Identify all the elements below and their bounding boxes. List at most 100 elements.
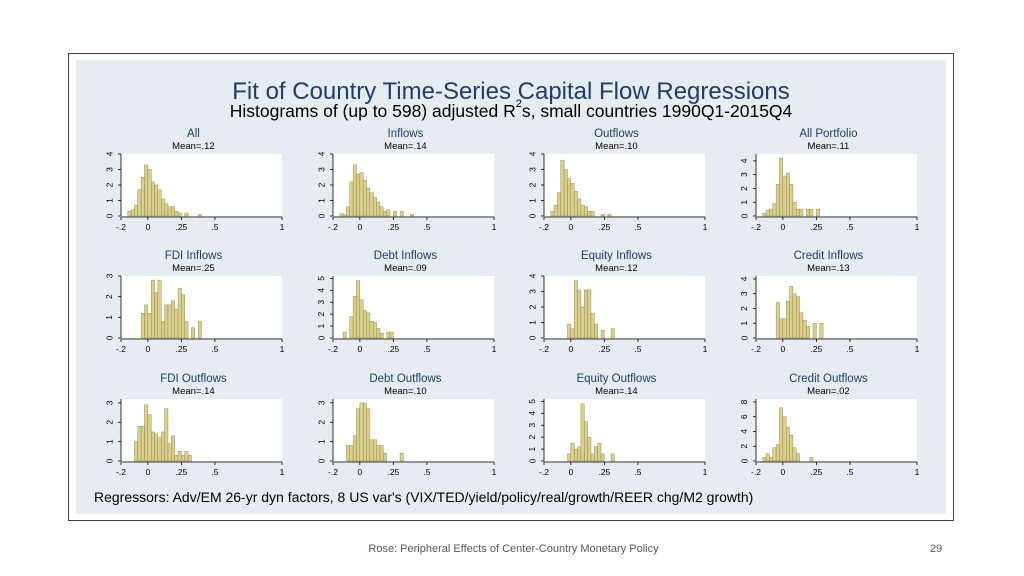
x-tick-label: -.2 <box>751 222 761 232</box>
histogram-bar <box>164 203 169 217</box>
x-tick-label: 1 <box>280 344 285 354</box>
histogram-bar <box>812 323 817 339</box>
x-tick-label: .25 <box>387 344 399 354</box>
histogram-bar <box>164 304 169 339</box>
histogram-bar <box>580 204 585 217</box>
histogram-bar <box>342 214 347 217</box>
histogram-bar <box>154 292 159 339</box>
x-tick-label: .25 <box>598 344 610 354</box>
x-tick-label: 0 <box>357 467 362 477</box>
histogram-bar <box>802 320 807 339</box>
histogram-bar <box>785 426 790 462</box>
x-tick-label: 1 <box>280 467 285 477</box>
x-tick-label: 0 <box>568 222 573 232</box>
subtitle-text-end: s, small countries 1990Q1-2015Q4 <box>521 101 793 121</box>
x-tick-label: -.2 <box>116 222 126 232</box>
y-tick-label: 4 <box>739 158 749 163</box>
y-tick-label: 1 <box>316 323 326 328</box>
x-tick-label: .5 <box>634 222 641 232</box>
histogram-bar <box>782 318 787 339</box>
y-tick-label: 3 <box>527 423 537 428</box>
histogram-bar <box>796 453 800 462</box>
histogram-bar <box>792 202 797 217</box>
y-tick-label: 2 <box>739 444 749 449</box>
histogram-bar <box>587 436 592 462</box>
histogram-bar <box>150 279 155 339</box>
histogram-bar <box>557 192 561 217</box>
histogram-bar <box>799 312 804 339</box>
histogram-bar <box>352 164 357 217</box>
y-tick-label: 6 <box>739 414 749 419</box>
histogram-bar <box>181 454 185 462</box>
histogram-bar <box>809 208 814 217</box>
histogram-bar <box>573 280 578 339</box>
histogram-bar <box>584 289 588 339</box>
histogram-bar <box>342 331 347 339</box>
y-tick-label: 1 <box>527 320 537 325</box>
histogram-bar <box>134 204 138 217</box>
y-tick-label: 3 <box>104 273 114 278</box>
histogram-bar <box>164 408 169 462</box>
histogram-bar <box>197 321 202 339</box>
y-tick-label: 0 <box>527 335 537 340</box>
x-tick-label: 1 <box>492 467 497 477</box>
panel-mean-label: Mean=.10 <box>595 141 638 152</box>
histogram-bar <box>567 323 572 339</box>
histogram-bar <box>386 209 391 217</box>
regressors-note: Regressors: Adv/EM 26-yr dyn factors, 8 … <box>94 489 754 505</box>
histogram-bar <box>775 302 780 339</box>
histogram-bar <box>600 453 605 462</box>
histogram-bar <box>177 212 182 217</box>
histogram-bar <box>376 328 381 339</box>
x-tick-label: 1 <box>703 344 708 354</box>
histogram-bar <box>779 157 784 217</box>
plot-area <box>544 399 705 461</box>
y-tick-label: 1 <box>527 446 537 451</box>
x-tick-label: -.2 <box>539 467 549 477</box>
histogram-bar <box>796 296 800 339</box>
x-tick-label: -.2 <box>328 344 338 354</box>
x-tick-label: 1 <box>915 467 920 477</box>
histogram-bar <box>366 312 371 339</box>
figure-subtitle: Histograms of (up to 598) adjusted R2s, … <box>76 98 946 122</box>
panel-mean-label: Mean=.11 <box>808 141 850 152</box>
panel-title: Debt Inflows <box>374 250 438 262</box>
x-tick-label: -.2 <box>751 344 761 354</box>
x-tick-label: .25 <box>598 222 610 232</box>
histogram-bar <box>366 187 371 217</box>
histogram-bar <box>161 198 165 217</box>
histogram-bar <box>362 402 367 462</box>
x-tick-label: 0 <box>145 222 150 232</box>
histogram-bar <box>785 173 790 217</box>
histogram-bar <box>806 325 810 339</box>
histogram-bar <box>167 443 172 462</box>
histogram-bar <box>796 208 800 217</box>
y-tick-label: 1 <box>316 198 326 203</box>
x-tick-label: .5 <box>423 344 430 354</box>
histogram-bar <box>775 184 780 217</box>
panel-title: FDI Outflows <box>160 373 227 385</box>
histogram-bar <box>356 408 361 462</box>
histogram-bar <box>563 169 568 217</box>
histogram-bar <box>789 184 794 217</box>
y-tick-label: 8 <box>739 399 749 404</box>
histogram-bar <box>157 437 162 462</box>
histogram-bar <box>779 318 784 339</box>
histogram-bar <box>339 213 344 217</box>
histogram-bar <box>144 304 149 339</box>
x-tick-label: 0 <box>568 467 573 477</box>
x-tick-label: .25 <box>175 222 187 232</box>
y-tick-label: 3 <box>527 167 537 172</box>
panel-mean-label: Mean=.02 <box>807 386 850 397</box>
histogram-bar <box>762 213 767 217</box>
page-number: 29 <box>930 543 943 555</box>
histogram-bar <box>584 421 588 462</box>
